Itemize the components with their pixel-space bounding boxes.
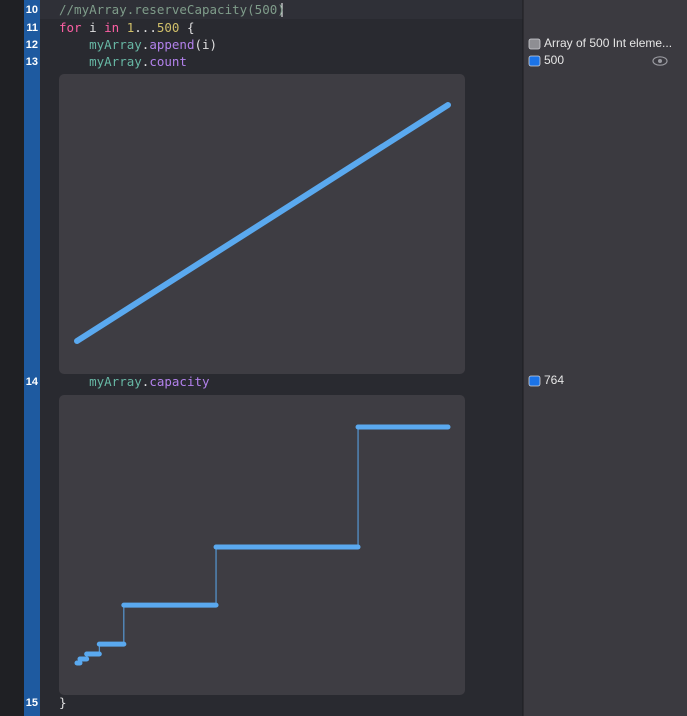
line-number: 10 — [26, 4, 38, 16]
eye-icon[interactable] — [652, 56, 668, 66]
result-value: 500 — [544, 53, 564, 67]
count-line — [74, 102, 451, 344]
results-sidebar — [523, 0, 687, 716]
gutter — [0, 0, 24, 716]
code-token: count — [149, 54, 187, 69]
code-token: i — [82, 20, 105, 35]
line-number: 15 — [26, 697, 38, 709]
line-number: 13 — [26, 56, 38, 68]
code-token: . — [142, 37, 150, 52]
code-token: myArray — [59, 37, 142, 52]
code-token: in — [104, 20, 119, 35]
code-token: (i) — [194, 37, 217, 52]
code-token: myArray — [59, 54, 142, 69]
line-number: 12 — [26, 39, 38, 51]
result-value: Array of 500 Int eleme... — [544, 36, 672, 50]
code-token: append — [149, 37, 194, 52]
code-token: } — [59, 695, 67, 710]
code-token: . — [142, 374, 150, 389]
code-token: for — [59, 20, 82, 35]
result-value: 764 — [544, 373, 564, 387]
code-token: capacity — [149, 374, 210, 389]
code-token: . — [142, 54, 150, 69]
code-line: //myArray.reserveCapacity(500) — [59, 2, 285, 17]
result-icon — [528, 38, 541, 50]
code-token: 500 — [157, 20, 180, 35]
code-token: ... — [134, 20, 157, 35]
run-bar — [24, 0, 40, 716]
code-line: } — [59, 695, 67, 710]
code-line: for i in 1...500 { — [59, 20, 195, 35]
code-token: myArray — [59, 374, 142, 389]
code-token: //myArray.reserveCapacity(500) — [59, 2, 285, 17]
code-line: myArray.capacity — [59, 374, 210, 389]
code-line: myArray.count — [59, 54, 187, 69]
line-number: 14 — [26, 376, 39, 388]
code-token: { — [179, 20, 194, 35]
line-number: 11 — [26, 22, 38, 34]
code-token: 1 — [119, 20, 134, 35]
result-icon — [528, 375, 541, 387]
code-line: myArray.append(i) — [59, 37, 217, 52]
result-icon — [528, 55, 541, 67]
